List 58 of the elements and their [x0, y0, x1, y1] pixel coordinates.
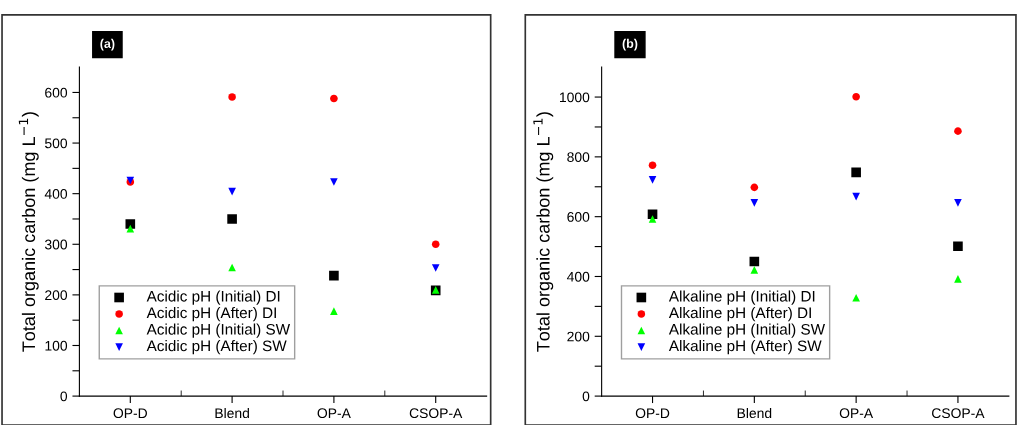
x-tick-label: Blend — [737, 407, 772, 419]
legend-label: Alkaline pH (Initial) SW — [668, 323, 826, 338]
y-tick-label: 200 — [45, 290, 68, 301]
x-tick-label: OP-A — [839, 408, 874, 419]
y-tick-label: 1000 — [560, 92, 590, 103]
point — [852, 293, 860, 302]
legend-label: Acidic pH (After) DI — [146, 306, 276, 322]
point — [954, 275, 962, 283]
point — [330, 178, 338, 186]
legend-label: Alkaline pH (Initial) DI — [668, 290, 815, 305]
y-tick-label: 600 — [567, 212, 590, 222]
y-tick-label: 300 — [44, 239, 68, 250]
chart-title: (b) — [622, 38, 638, 51]
legend-label: Acidic pH (Initial) DI — [146, 290, 280, 305]
legend-label: Alkaline pH (After) DI — [668, 306, 811, 322]
point — [750, 183, 759, 192]
legend-label: Acidic pH (After) SW — [146, 340, 287, 355]
point — [954, 199, 962, 207]
point — [852, 192, 860, 201]
point — [431, 240, 440, 249]
point — [228, 93, 236, 101]
x-tick-label: CSOP-A — [932, 408, 985, 419]
point — [330, 94, 338, 103]
x-tick-label: OP-A — [317, 408, 351, 419]
y-tick-label: 400 — [566, 271, 590, 282]
point — [648, 176, 657, 184]
y-tick-label: 200 — [567, 331, 590, 342]
point — [648, 161, 657, 170]
point — [126, 224, 135, 233]
y-tick-label: 800 — [567, 152, 590, 163]
y-tick-label: 100 — [45, 340, 68, 351]
y-tick-label: 400 — [44, 189, 68, 199]
legend-label: Alkaline pH (After) SW — [668, 340, 822, 355]
point — [954, 127, 962, 135]
x-tick-label: OP-D — [635, 408, 670, 419]
y-tick-label: 0 — [582, 391, 590, 402]
x-tick-label: CSOP-A — [409, 408, 463, 419]
point — [227, 214, 237, 224]
chart-title: (a) — [100, 38, 115, 51]
point — [228, 187, 236, 196]
point — [953, 241, 963, 252]
point — [851, 167, 861, 178]
point — [125, 219, 136, 229]
x-tick-label: Blend — [215, 407, 249, 419]
point — [648, 215, 657, 223]
point — [852, 92, 860, 101]
point — [329, 270, 339, 281]
x-tick-label: OP-D — [113, 408, 147, 419]
point — [330, 307, 338, 315]
point — [750, 266, 759, 274]
y-axis-title: Total organic carbon (mg L$^{−1}$) — [18, 112, 39, 352]
y-tick-label: 600 — [45, 87, 68, 98]
legend-label: Acidic pH (Initial) SW — [146, 323, 291, 338]
y-tick-label: 500 — [44, 138, 68, 149]
point — [750, 199, 759, 207]
y-tick-label: 0 — [60, 391, 68, 402]
y-axis-title: Total organic carbon (mg L$^{−1}$) — [533, 112, 554, 352]
point — [431, 264, 440, 272]
